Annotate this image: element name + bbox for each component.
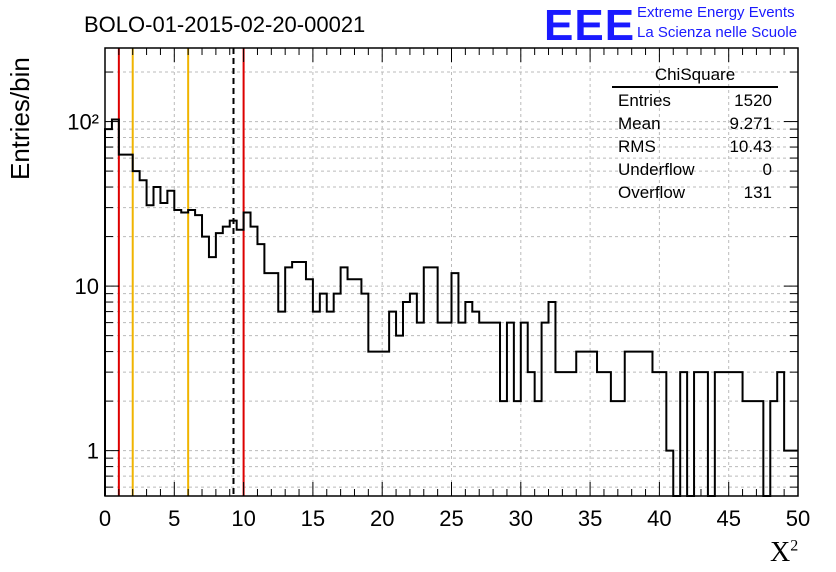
x-tick-label: 50	[786, 506, 810, 531]
histogram-steps	[104, 118, 798, 497]
plot-title: BOLO-01-2015-02-20-00021	[84, 12, 366, 37]
eee-logo: EEE	[544, 1, 636, 50]
y-tick-label: 10²	[67, 110, 99, 135]
x-tick-label: 25	[439, 506, 463, 531]
axis-ticks: 0 5 10 15 20 25 30 35 40 45 50 1 10 10²	[67, 48, 810, 531]
stats-row-overflow: Overflow 131	[618, 183, 772, 202]
reference-lines	[117, 48, 245, 496]
y-axis-label: Entries/bin	[5, 57, 35, 180]
grid-lines	[104, 48, 799, 496]
x-tick-label: 45	[716, 506, 740, 531]
stats-box: ChiSquare Entries 1520 Mean 9.271 RMS 10.43…	[612, 65, 778, 206]
stats-row-mean: Mean 9.271	[618, 114, 772, 133]
x-tick-label: 5	[168, 506, 180, 531]
x-tick-label: 35	[578, 506, 602, 531]
x-tick-label: 10	[231, 506, 255, 531]
x-tick-label: 15	[301, 506, 325, 531]
y-tick-label: 10	[75, 274, 99, 299]
x-tick-label: 0	[99, 506, 111, 531]
x-tick-label: 30	[509, 506, 533, 531]
x-tick-label: 20	[370, 506, 394, 531]
stats-row-underflow: Underflow 0	[618, 160, 772, 179]
x-axis-label: X2	[770, 537, 799, 568]
logo-line-1: Extreme Energy Events	[637, 4, 795, 21]
x-tick-label: 40	[647, 506, 671, 531]
stats-row-rms: RMS 10.43	[618, 137, 772, 156]
stats-title: ChiSquare	[612, 65, 778, 88]
y-tick-label: 1	[87, 439, 99, 464]
logo-line-2: La Scienza nelle Scuole	[637, 24, 798, 41]
stats-row-entries: Entries 1520	[618, 91, 772, 110]
